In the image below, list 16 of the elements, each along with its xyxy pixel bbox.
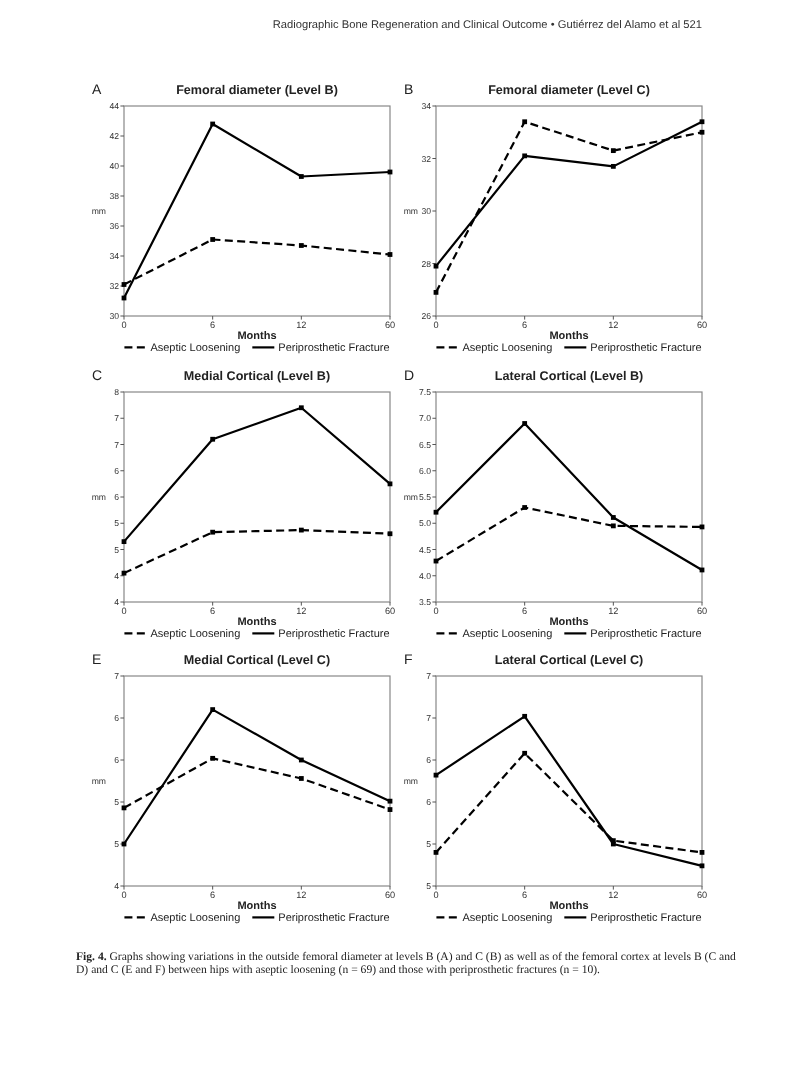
point xyxy=(610,523,616,529)
line-series xyxy=(121,707,393,847)
point xyxy=(298,405,304,411)
point xyxy=(610,163,616,169)
point xyxy=(210,755,216,761)
point xyxy=(522,750,528,756)
point xyxy=(522,119,528,125)
line-series xyxy=(121,405,393,545)
point xyxy=(210,529,216,535)
point xyxy=(610,148,616,154)
line-series xyxy=(121,121,393,301)
point xyxy=(522,713,528,719)
point xyxy=(522,153,528,159)
point xyxy=(210,436,216,442)
line-series xyxy=(433,713,705,869)
line-series xyxy=(433,421,705,573)
